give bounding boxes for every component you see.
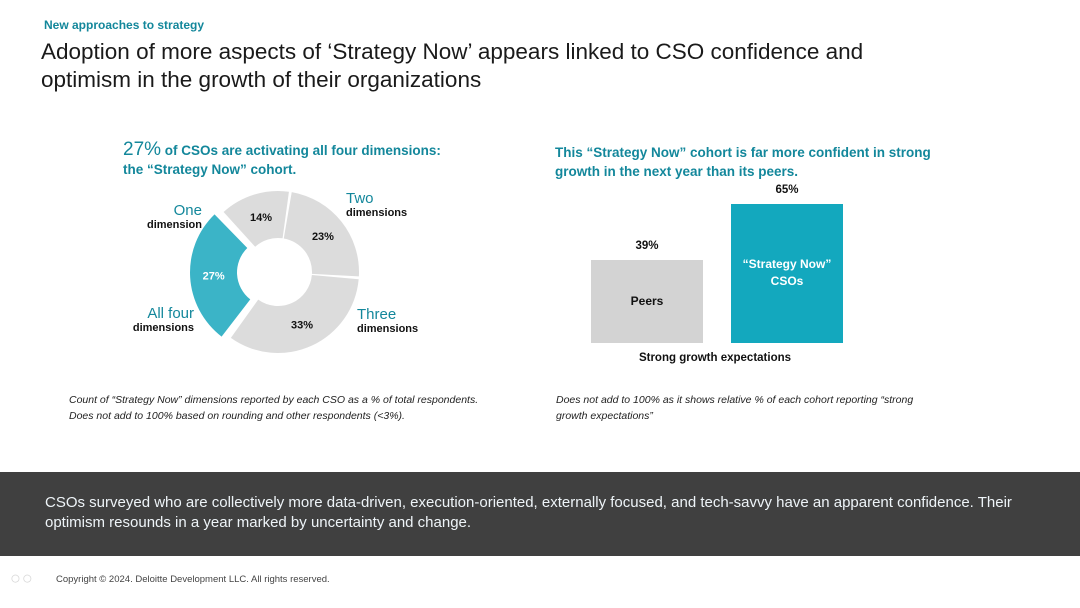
donut-category-main: One bbox=[173, 202, 202, 219]
donut-heading-line1: of CSOs are activating all four dimensio… bbox=[161, 143, 441, 158]
bar-peers bbox=[591, 259, 703, 343]
bar-category-label-line: Peers bbox=[630, 293, 664, 308]
donut-category-main: Two bbox=[346, 190, 374, 207]
donut-slice-all-four bbox=[190, 214, 251, 337]
bar-footnote: Does not add to 100% as it shows relativ… bbox=[556, 392, 976, 424]
donut-category-label-all-four: All four dimensions bbox=[104, 305, 194, 335]
bar-category-label: “Strategy Now” CSOs bbox=[731, 256, 843, 290]
donut-slice-one bbox=[223, 190, 289, 247]
bar-category-label-line: CSOs bbox=[770, 274, 804, 289]
donut-category-main: Three bbox=[357, 306, 397, 323]
eyebrow-label: New approaches to strategy bbox=[44, 18, 205, 32]
bar-heading: This “Strategy Now” cohort is far more c… bbox=[555, 143, 975, 181]
donut-category-label-two: Two dimensions bbox=[346, 190, 408, 220]
donut-heading-pct: 27% bbox=[123, 139, 162, 160]
donut-value-label-three: 33% bbox=[291, 319, 313, 331]
bar-heading-line1: This “Strategy Now” cohort is far more c… bbox=[555, 145, 931, 160]
bar-chart-xlabel: Strong growth expectations bbox=[638, 352, 792, 364]
bar-strategy-now bbox=[731, 203, 843, 343]
donut-footnote-line1: Count of “Strategy Now” dimensions repor… bbox=[69, 394, 479, 406]
donut-category-main: All four bbox=[147, 305, 194, 322]
donut-heading: 27% of CSOs are activating all four dime… bbox=[123, 140, 483, 179]
watermark-logo: ○○ bbox=[10, 568, 34, 588]
donut-heading-line2: the “Strategy Now” cohort. bbox=[123, 162, 297, 177]
bar-heading-line2: growth in the next year than its peers. bbox=[555, 164, 799, 179]
footer: ○○ Copyright © 2024. Deloitte Developmen… bbox=[0, 556, 1080, 608]
donut-value-label-one: 14% bbox=[250, 212, 272, 224]
donut-slice-three bbox=[230, 275, 359, 353]
donut-category-sub: dimension bbox=[146, 219, 202, 231]
bar-value-label: 39% bbox=[635, 239, 659, 252]
bar-category-label: Peers bbox=[591, 293, 703, 310]
donut-category-sub: dimensions bbox=[357, 323, 419, 335]
copyright-text: Copyright © 2024. Deloitte Development L… bbox=[56, 574, 330, 585]
donut-category-label-three: Three dimensions bbox=[357, 306, 419, 336]
summary-band: CSOs surveyed who are collectively more … bbox=[0, 472, 1080, 556]
donut-category-sub: dimensions bbox=[132, 322, 194, 334]
bar-footnote-line1: Does not add to 100% as it shows relativ… bbox=[556, 394, 914, 406]
donut-value-label-two: 23% bbox=[312, 231, 334, 243]
bar-footnote-line2: growth expectations” bbox=[556, 410, 653, 422]
donut-footnote-line2: Does not add to 100% based on rounding a… bbox=[69, 410, 405, 422]
summary-text: CSOs surveyed who are collectively more … bbox=[45, 494, 1012, 531]
bar-category-label-line: “Strategy Now” bbox=[742, 257, 832, 272]
donut-value-label-all-four: 27% bbox=[203, 271, 225, 283]
page-title: Adoption of more aspects of ‘Strategy No… bbox=[41, 39, 864, 92]
donut-footnote: Count of “Strategy Now” dimensions repor… bbox=[69, 392, 539, 424]
bar-value-label: 65% bbox=[775, 183, 799, 196]
donut-category-sub: dimensions bbox=[346, 207, 408, 219]
donut-category-label-one: One dimension bbox=[122, 202, 202, 232]
